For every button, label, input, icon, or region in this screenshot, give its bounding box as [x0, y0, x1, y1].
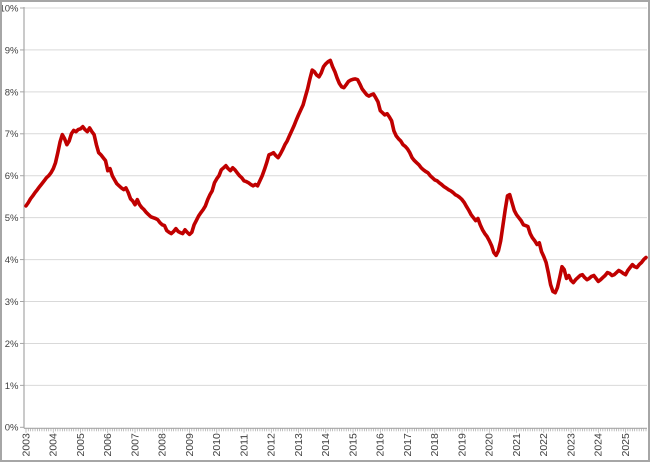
data-series: [24, 58, 648, 295]
x-axis-label-2015: 2015: [347, 433, 359, 457]
y-axis-label-6%: 6%: [5, 171, 19, 182]
y-axis-label-0%: 0%: [5, 423, 19, 434]
x-axis-label-2008: 2008: [157, 433, 169, 457]
x-axis-label-2006: 2006: [102, 433, 114, 457]
y-axis-label-8%: 8%: [5, 87, 19, 98]
x-axis-label-2013: 2013: [293, 433, 305, 457]
unemployment-rate-line: [24, 58, 648, 295]
x-axis-label-2025: 2025: [620, 433, 632, 457]
y-axis-label-2%: 2%: [5, 339, 19, 350]
y-axis-label-3%: 3%: [5, 297, 19, 308]
x-axis-label-2011: 2011: [238, 434, 250, 457]
x-axis-label-2007: 2007: [129, 433, 141, 457]
x-axis-label-2014: 2014: [320, 433, 332, 457]
x-axis-label-2012: 2012: [266, 433, 278, 457]
x-axis-label-2004: 2004: [48, 433, 60, 457]
x-axis-label-2010: 2010: [211, 433, 223, 457]
x-axis-label-2017: 2017: [402, 433, 414, 457]
x-axis-label-2021: 2021: [511, 433, 523, 457]
x-axis-label-2024: 2024: [593, 433, 605, 457]
y-axis-label-5%: 5%: [5, 213, 19, 224]
x-axis-year-labels: 2003 2004 2005 2006 2007 2008 2009 2010 2011 2012…: [20, 433, 632, 457]
y-axis-label-10%: 10%: [2, 3, 19, 14]
x-month-ticks: [25, 428, 647, 433]
x-axis-label-2018: 2018: [429, 433, 441, 457]
y-axis-labels: 0% 1% 2% 3% 4% 5% 6% 7% 8% 9% 10%: [2, 3, 19, 433]
y-axis-label-4%: 4%: [5, 255, 19, 266]
x-axis-label-2005: 2005: [75, 433, 87, 457]
x-axis-label-2022: 2022: [538, 433, 550, 457]
y-axis-label-1%: 1%: [5, 381, 19, 392]
x-axis-label-2020: 2020: [484, 433, 496, 457]
axes: [20, 7, 647, 429]
y-axis-label-9%: 9%: [5, 45, 19, 56]
x-axis-label-2003: 2003: [20, 433, 32, 457]
y-axis-label-7%: 7%: [5, 129, 19, 140]
x-axis-label-2023: 2023: [565, 433, 577, 457]
y-gridlines: [24, 7, 647, 386]
x-axis-label-2009: 2009: [184, 433, 196, 457]
x-axis-label-2016: 2016: [375, 433, 387, 457]
x-axis-label-2019: 2019: [456, 433, 468, 457]
